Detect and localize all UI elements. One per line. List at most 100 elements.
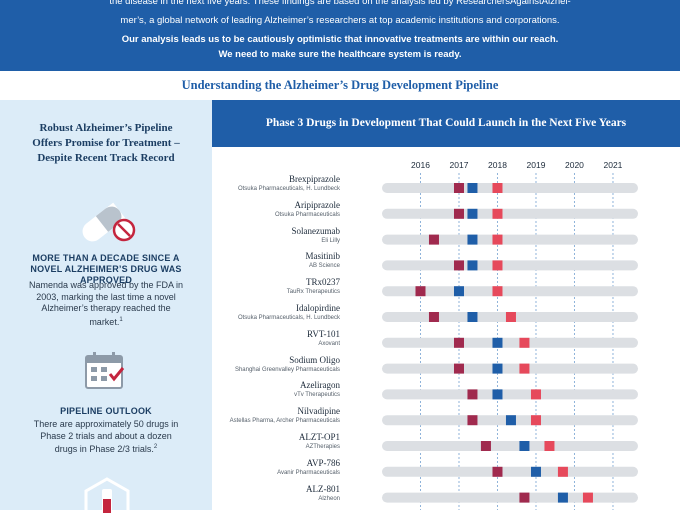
x-tick-label: 2021 [603, 160, 623, 170]
milestone-b [519, 441, 530, 451]
drug-company-label: Astellas Pharma, Archer Pharmaceuticals [229, 418, 340, 425]
milestone-c [519, 363, 530, 374]
x-tick-label: 2019 [526, 160, 546, 170]
sidebar-text-approval: Namenda was approved by the FDA in 2003,… [28, 280, 184, 328]
drug-track-bar [382, 492, 638, 503]
milestone-b [492, 363, 503, 374]
drug-track-bar [382, 363, 638, 374]
banner-line-3: Our analysis leads us to be cautiously o… [121, 34, 559, 45]
drug-name-label: Nilvadipine [297, 406, 341, 417]
drug-name-label: ALZ-801 [306, 483, 340, 494]
drug-track-bar [382, 208, 638, 219]
drug-company-label: TauRx Therapeutics [286, 289, 340, 296]
milestone-a [415, 286, 426, 297]
drug-name-label: Azeliragon [300, 380, 340, 391]
drug-company-label: AB Science [308, 263, 340, 270]
milestone-a [453, 260, 464, 271]
section-subheading: Understanding the Alzheimer’s Drug Devel… [0, 71, 680, 100]
calendar-icon [85, 352, 125, 389]
timeline-svg [382, 173, 638, 510]
drug-name-label: Solanezumab [291, 225, 341, 236]
milestone-c [530, 415, 541, 426]
banner-line-1: the disease in the next five years. Thes… [109, 0, 571, 7]
milestone-a [492, 466, 503, 477]
drug-company-label: AZTherapies [305, 444, 340, 450]
milestone-a [453, 208, 464, 219]
milestone-b [467, 312, 478, 322]
drug-company-label: Eli Lilly [321, 237, 340, 244]
milestone-c [530, 389, 541, 400]
milestone-a [467, 415, 478, 426]
pill-icon [82, 202, 136, 242]
drug-name-label: Idalopirdine [296, 303, 340, 313]
banner-line-4: We need to make sure the healthcare syst… [218, 49, 462, 60]
milestone-c [557, 466, 568, 477]
milestone-b [505, 415, 516, 426]
drug-track-bar [382, 389, 638, 400]
drug-company-label: Otsuka Pharmaceuticals, H. Lundbeck [237, 315, 340, 321]
footnote-1: 1 [119, 316, 123, 323]
milestone-c [582, 492, 593, 503]
milestone-a [453, 183, 464, 193]
drug-name-label: Masitinib [305, 251, 340, 262]
drug-company-label: Axovant [318, 340, 340, 347]
x-tick-label: 2018 [488, 160, 507, 170]
sidebar-title: Robust Alzheimer’s Pipeline Offers Promi… [32, 122, 180, 164]
milestone-a [519, 492, 530, 503]
milestone-b [530, 466, 541, 477]
milestone-c [505, 312, 516, 322]
drug-track-bar [382, 234, 638, 245]
milestone-a [453, 337, 464, 348]
drug-name-label: AVP-786 [306, 457, 340, 468]
drug-name-label: Sodium Oligo [289, 354, 340, 365]
milestone-b [453, 286, 464, 297]
x-tick-label: 2016 [411, 160, 430, 170]
milestone-a [428, 234, 439, 245]
drug-track-bar [382, 260, 638, 271]
drug-company-label: vTv Therapeutics [294, 392, 340, 399]
outlook-text: There are approximately 50 drugs in Phas… [33, 419, 179, 454]
milestone-c [492, 234, 503, 245]
milestone-c [492, 183, 503, 193]
vial-hexagon-icon [84, 477, 130, 517]
milestone-b [467, 183, 478, 193]
drug-name-label: TRx0237 [305, 277, 340, 288]
drug-name-label: ALZT-OP1 [298, 432, 340, 442]
drug-company-label: Avanir Pharmaceuticals [277, 469, 340, 476]
milestone-b [467, 260, 478, 271]
intro-banner: the disease in the next five years. Thes… [0, 0, 680, 71]
milestone-c [492, 260, 503, 271]
drug-track-bar [382, 286, 638, 297]
milestone-b [492, 337, 503, 348]
milestone-c [544, 441, 555, 451]
drug-name-label: Aripiprazole [294, 199, 340, 210]
drug-track-bar [382, 337, 638, 348]
milestone-c [519, 337, 530, 348]
milestone-a [467, 389, 478, 400]
milestone-b [467, 234, 478, 245]
x-tick-label: 2017 [449, 160, 469, 170]
milestone-a [428, 312, 439, 322]
milestone-b [467, 208, 478, 219]
drug-company-label: Otsuka Pharmaceuticals [274, 211, 340, 218]
approval-text: Namenda was approved by the FDA in 2003,… [28, 280, 184, 327]
milestone-a [453, 363, 464, 374]
milestone-b [492, 389, 503, 400]
banner-line-2: mer’s, a global network of leading Alzhe… [120, 15, 560, 26]
footnote-2: 2 [153, 444, 158, 450]
x-tick-label: 2020 [565, 160, 584, 170]
milestone-c [492, 286, 503, 297]
milestone-c [492, 208, 503, 219]
drug-track-bar [382, 183, 638, 193]
sidebar-heading-approval: MORE THAN A DECADE SINCE A NOVEL ALZHEIM… [30, 253, 182, 285]
sidebar-text-outlook: There are approximately 50 drugs in Phas… [28, 419, 184, 456]
drug-company-label: Shanghai Greenvalley Pharmaceuticals [234, 366, 340, 373]
sidebar-heading-outlook: PIPELINE OUTLOOK [60, 406, 152, 416]
drug-track-bar [382, 441, 638, 451]
chart-title: Phase 3 Drugs in Development That Could … [212, 100, 680, 147]
drug-name-label: Brexpiprazole [289, 174, 340, 184]
milestone-b [557, 492, 568, 503]
drug-track-bar [382, 466, 638, 477]
drug-labels: Brexpiprazole Otsuka Pharmaceuticals, H. … [212, 147, 340, 510]
drug-company-label: Otsuka Pharmaceuticals, H. Lundbeck [237, 186, 340, 192]
